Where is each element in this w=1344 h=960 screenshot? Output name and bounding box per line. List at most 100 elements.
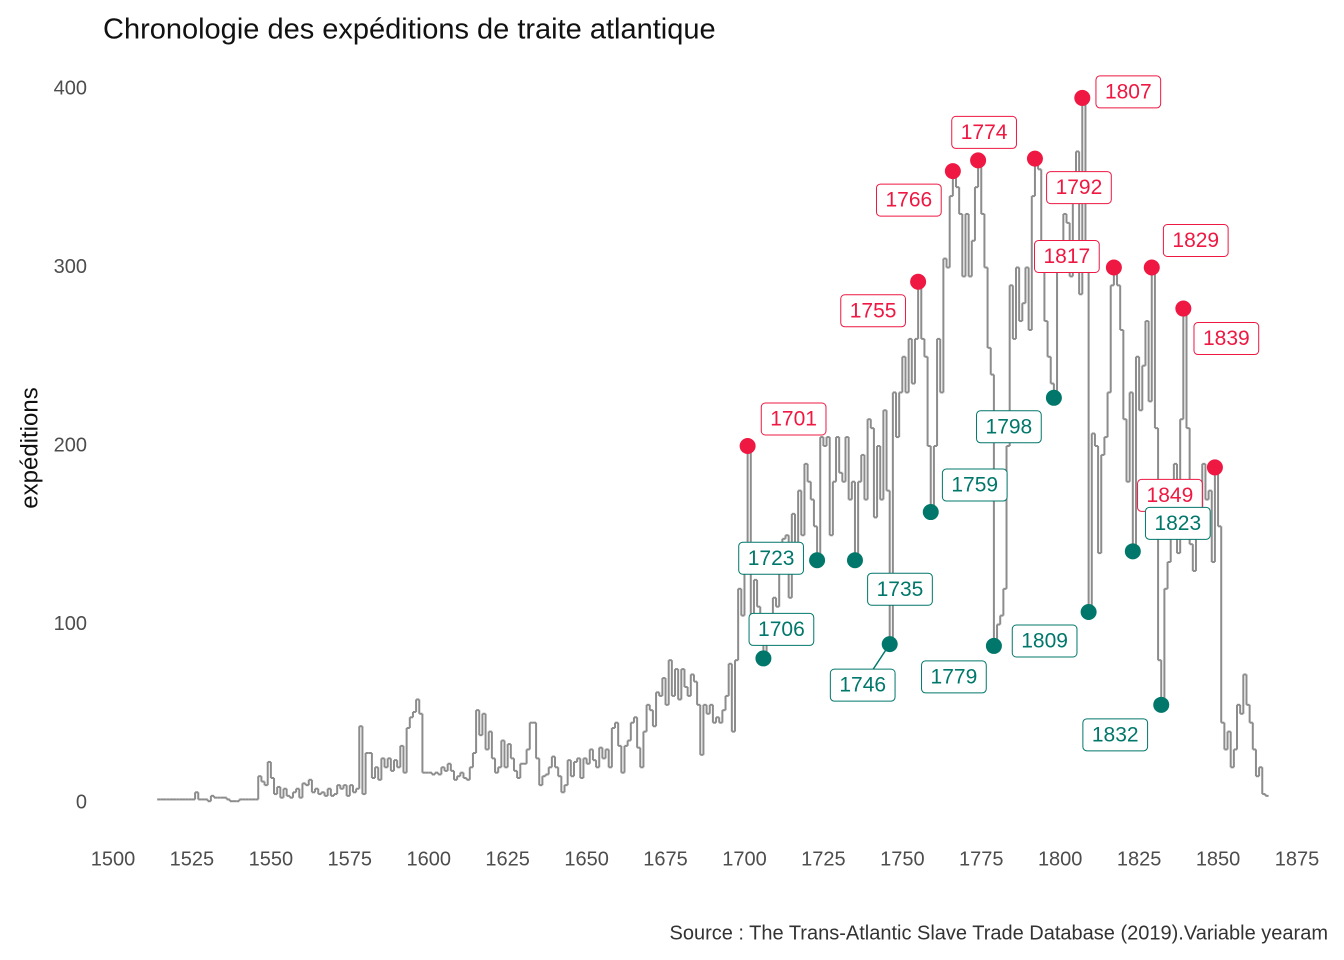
y-tick-label: 300 (54, 256, 87, 278)
label-box (976, 410, 1042, 444)
label-text: 1823 (1154, 512, 1201, 535)
x-tick-label: 1600 (406, 848, 451, 870)
label-text: 1706 (758, 618, 805, 641)
point-label: 1823 (1144, 506, 1211, 540)
label-text: 1701 (770, 408, 817, 431)
x-tick-label: 1800 (1038, 848, 1083, 870)
y-tick-label: 400 (54, 77, 87, 99)
y-tick-label: 0 (76, 791, 87, 813)
highlight-point (1045, 389, 1062, 406)
label-text: 1735 (877, 578, 924, 601)
point-label: 1746 (829, 668, 896, 702)
label-text: 1807 (1105, 80, 1152, 103)
point-label: 1792 (1046, 171, 1112, 205)
label-box (738, 541, 804, 575)
point-label: 1735 (867, 572, 933, 606)
label-box (1011, 624, 1078, 658)
x-tick-label: 1775 (959, 848, 1004, 870)
label-box (1046, 171, 1112, 205)
label-text: 1774 (961, 121, 1008, 144)
label-box (1193, 322, 1260, 356)
label-box (1034, 240, 1100, 273)
highlight-point (910, 273, 927, 290)
point-label: 1759 (941, 468, 1008, 502)
point-label: 1817 (1034, 240, 1100, 273)
point-label: 1774 (951, 115, 1017, 149)
point-label: 1798 (976, 410, 1042, 444)
caption: Source : The Trans-Atlantic Slave Trade … (670, 922, 1329, 944)
highlight-point (1026, 150, 1043, 167)
highlight-point (1206, 459, 1223, 476)
highlight-point (1105, 259, 1122, 276)
highlight-point (985, 637, 1002, 654)
point-label: 1755 (840, 294, 906, 328)
x-tick-label: 1875 (1275, 848, 1320, 870)
point-label: 1766 (875, 183, 942, 217)
label-text: 1792 (1056, 176, 1103, 199)
x-tick-label: 1550 (249, 848, 294, 870)
label-box (867, 572, 933, 606)
highlight-point (1143, 259, 1160, 276)
point-label: 1849 (1137, 478, 1203, 512)
highlight-point (970, 152, 987, 169)
point-label: 1809 (1011, 624, 1078, 658)
x-tick-label: 1500 (91, 848, 136, 870)
y-axis-label: expéditions (16, 387, 43, 508)
label-text: 1849 (1147, 484, 1194, 507)
highlight-point (739, 438, 756, 454)
label-text: 1779 (931, 665, 978, 688)
label-box (760, 402, 827, 436)
x-tick-label: 1575 (328, 848, 373, 870)
label-box (951, 115, 1017, 149)
label-box (875, 183, 942, 217)
highlight-point (1153, 696, 1170, 713)
point-label: 1706 (748, 612, 815, 646)
highlight-point (944, 163, 961, 180)
label-text: 1829 (1172, 229, 1219, 252)
point-label: 1839 (1193, 322, 1260, 356)
highlight-point (1080, 604, 1097, 621)
highlight-point (881, 636, 898, 653)
label-box (1095, 75, 1162, 109)
y-tick-label: 200 (54, 434, 87, 456)
label-text: 1766 (885, 189, 932, 212)
step-line (157, 96, 1269, 803)
x-tick-label: 1750 (880, 848, 925, 870)
chart-title: Chronologie des expéditions de traite at… (103, 14, 716, 46)
highlight-point (846, 552, 863, 569)
label-box (921, 660, 987, 694)
label-box (829, 668, 896, 702)
label-text: 1723 (748, 547, 795, 570)
label-text: 1817 (1044, 245, 1091, 268)
label-text: 1759 (951, 474, 998, 497)
highlight-point (755, 650, 772, 667)
label-box (1144, 506, 1211, 540)
x-tick-label: 1650 (564, 848, 609, 870)
highlight-point (809, 552, 826, 569)
label-text: 1809 (1021, 630, 1068, 653)
label-text: 1832 (1092, 723, 1139, 746)
label-text: 1746 (839, 674, 886, 697)
point-label: 1829 (1162, 224, 1229, 257)
label-box (748, 612, 815, 646)
x-tick-label: 1825 (1117, 848, 1162, 870)
label-text: 1755 (850, 299, 897, 322)
point-label: 1723 (738, 541, 804, 575)
label-box (840, 294, 906, 328)
x-tick-label: 1675 (643, 848, 688, 870)
label-box (1082, 718, 1149, 752)
label-text: 1798 (986, 415, 1033, 438)
label-text: 1839 (1203, 327, 1250, 350)
y-tick-label: 100 (54, 613, 87, 635)
highlight-point (1124, 543, 1141, 560)
point-label: 1701 (760, 402, 827, 436)
point-label: 1832 (1082, 718, 1149, 752)
label-box (1162, 224, 1229, 257)
highlight-point (922, 504, 939, 521)
x-tick-label: 1700 (722, 848, 767, 870)
x-tick-label: 1525 (170, 848, 215, 870)
point-label: 1807 (1095, 75, 1162, 109)
x-tick-label: 1625 (485, 848, 530, 870)
highlight-point (1074, 89, 1091, 106)
